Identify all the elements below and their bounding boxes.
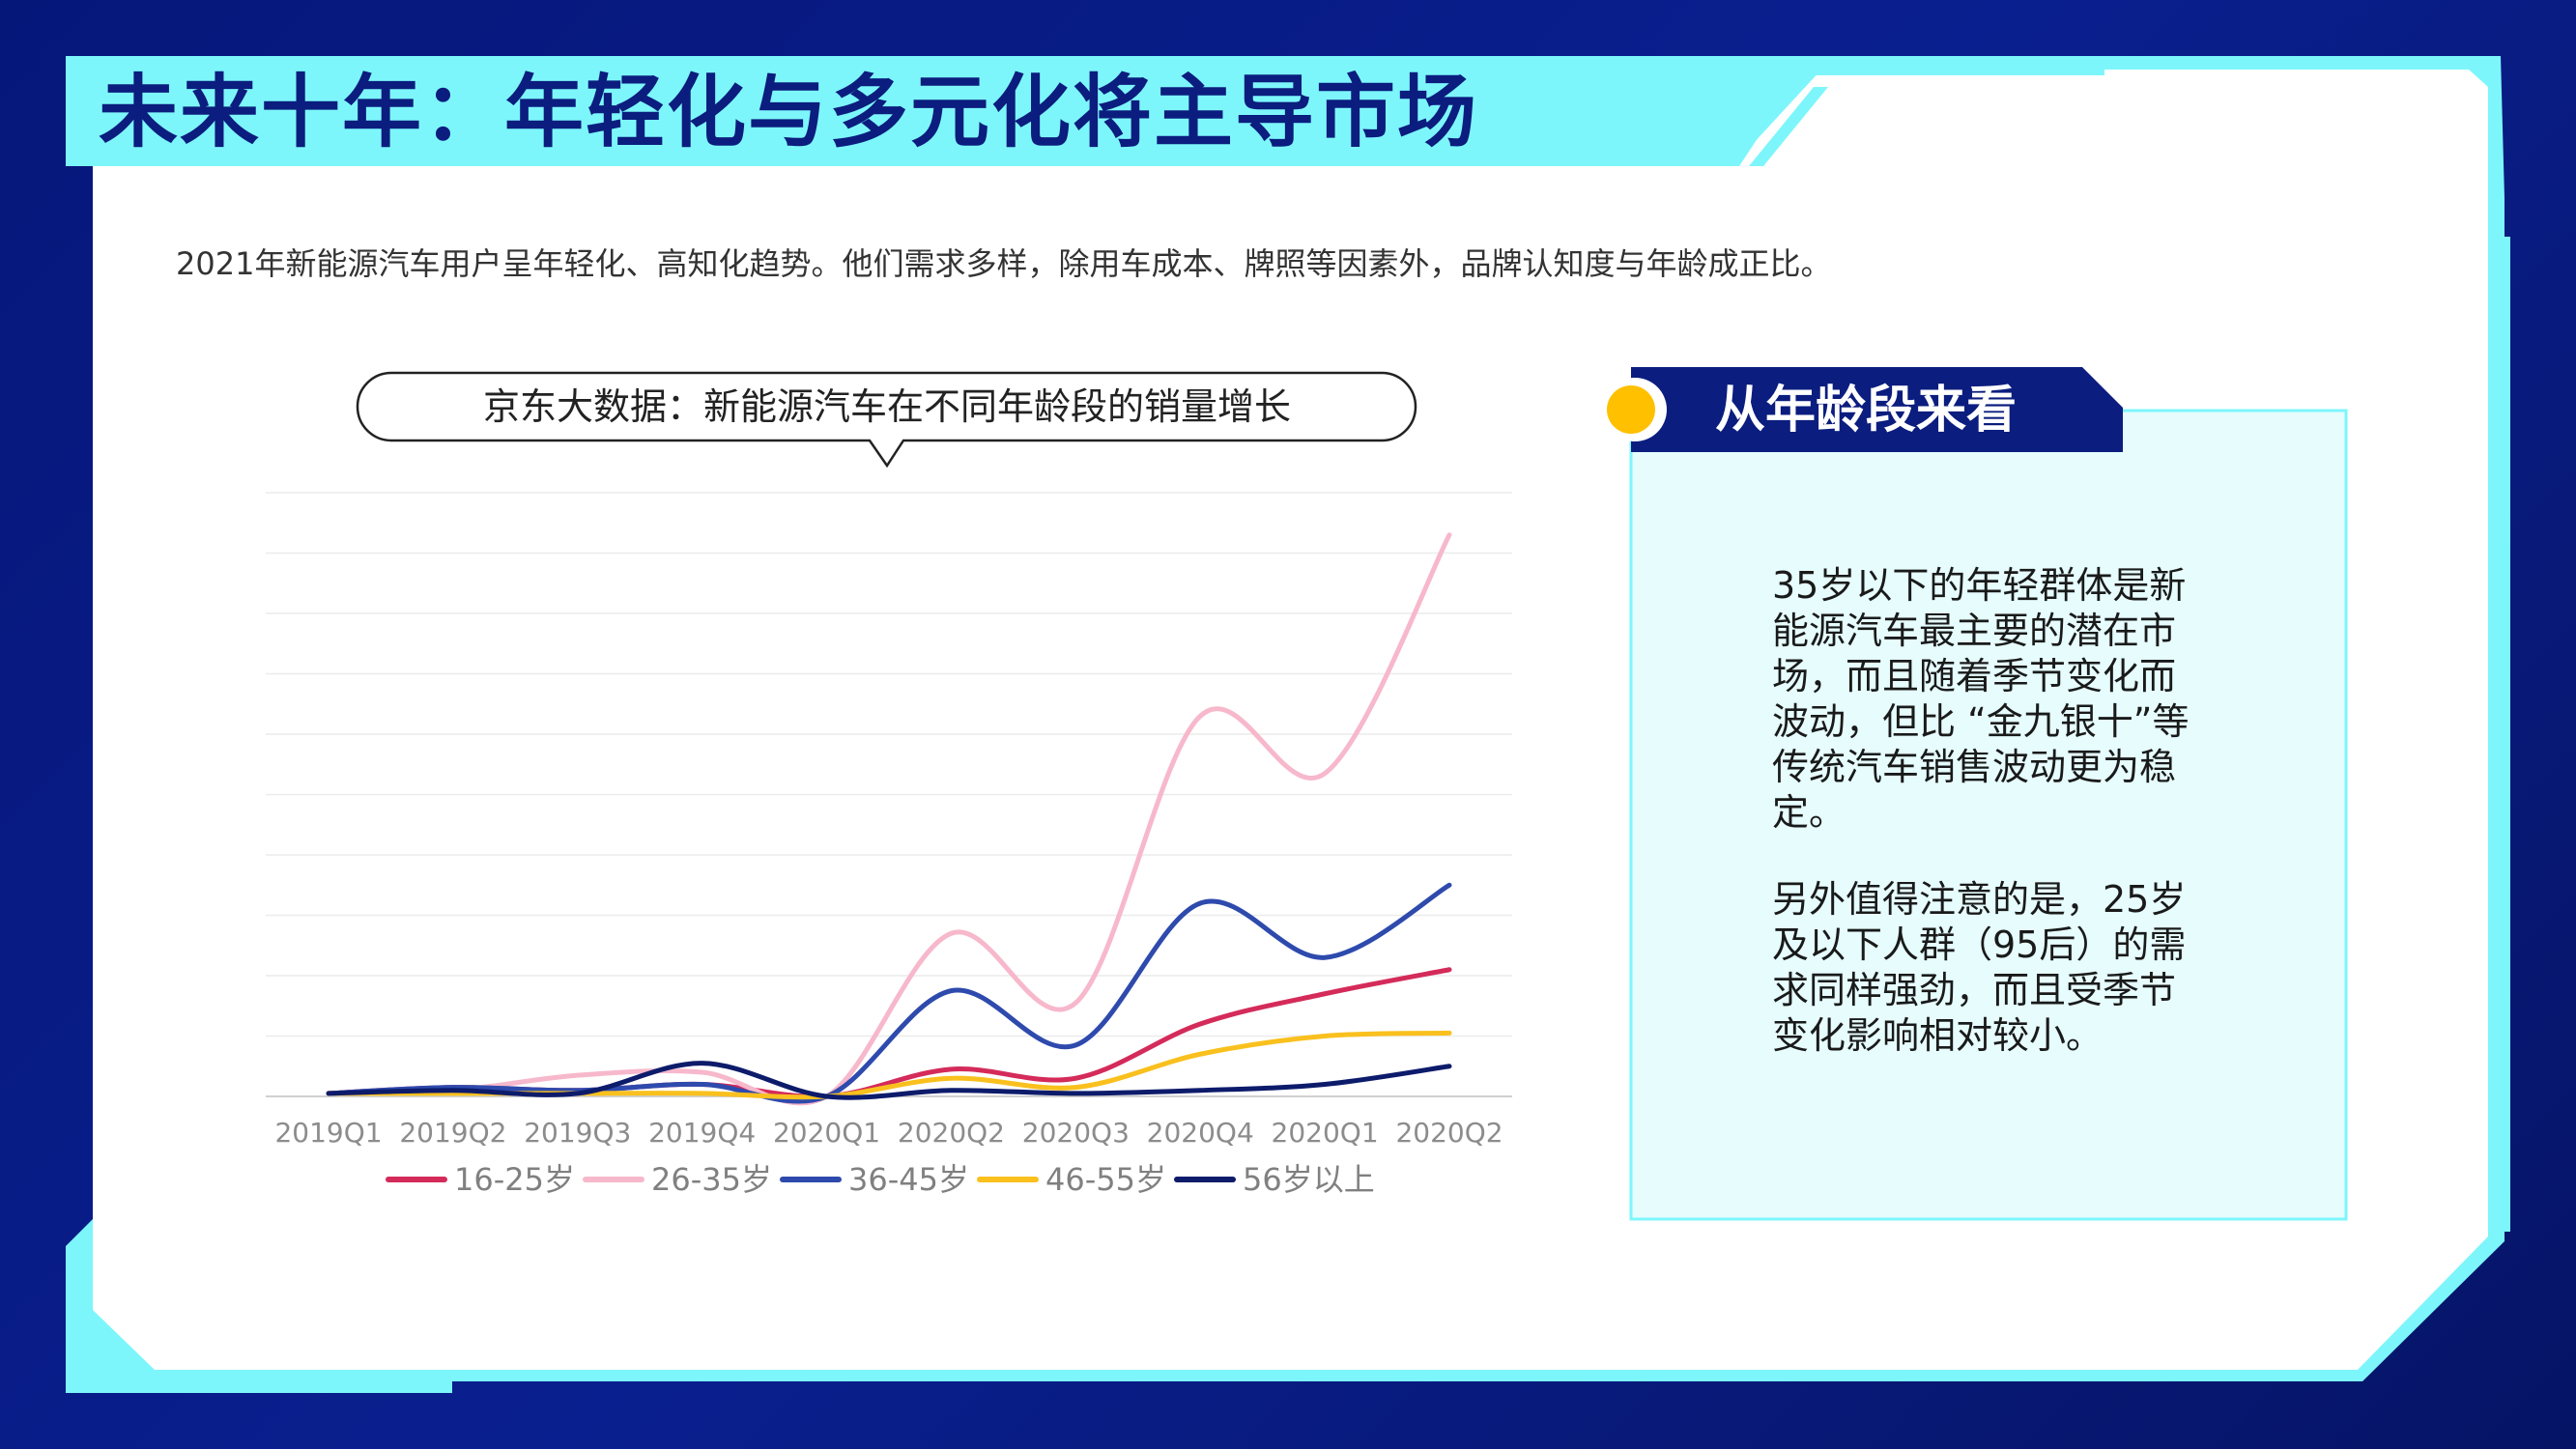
x-tick-label: 2020Q2 <box>898 1117 1005 1149</box>
series-line-2 <box>326 882 1452 1104</box>
side-panel-heading: 从年龄段来看 <box>1715 382 2018 440</box>
legend-label-1: 26-35岁 <box>651 1161 772 1198</box>
x-tick-label: 2020Q2 <box>1395 1117 1503 1149</box>
x-tick-label: 2019Q2 <box>399 1117 506 1149</box>
x-tick-label: 2020Q3 <box>1022 1117 1130 1149</box>
frame-top-right <box>1730 70 2488 169</box>
chart-x-ticks: 2019Q1 2019Q2 2019Q3 2019Q4 2020Q1 2020Q2 2020… <box>274 1117 1503 1149</box>
legend-label-4: 56岁以上 <box>1243 1161 1375 1198</box>
page-subtitle: 2021年新能源汽车用户呈年轻化、高知化趋势。他们需求多样，除用车成本、牌照等因… <box>176 245 1832 282</box>
title-bar <box>66 56 2104 166</box>
chart-grid <box>266 492 1512 1097</box>
x-tick-label: 2020Q1 <box>1272 1117 1379 1149</box>
frame-bottom-accent <box>66 1370 452 1393</box>
chart-lines <box>326 532 1452 1106</box>
side-panel-paragraph-1: 35岁以下的年轻群体是新能源汽车最主要的潜在市场，而且随着季节变化而波动，但比 … <box>1772 564 2190 834</box>
side-panel-bullet <box>1607 385 1655 434</box>
legend-label-0: 16-25岁 <box>454 1161 575 1198</box>
legend-label-3: 46-55岁 <box>1045 1161 1166 1198</box>
series-line-1 <box>326 532 1452 1106</box>
legend-label-2: 36-45岁 <box>848 1161 969 1198</box>
title-stripe-2 <box>1749 87 1828 166</box>
chart-legend: 16-25岁 26-35岁 36-45岁 46-55岁 56岁以上 <box>386 1161 1375 1198</box>
series-line-4 <box>326 1061 1452 1100</box>
page-title: 未来十年：年轻化与多元化将主导市场 <box>99 67 1479 158</box>
title-stripe-1 <box>1718 87 1797 166</box>
series-line-0 <box>326 967 1452 1099</box>
x-tick-label: 2019Q4 <box>648 1117 756 1149</box>
x-tick-label: 2019Q3 <box>524 1117 631 1149</box>
chart-title-bubble <box>356 371 1417 469</box>
chart-title: 京东大数据：新能源汽车在不同年龄段的销量增长 <box>482 385 1291 428</box>
side-panel-paragraph-2: 另外值得注意的是，25岁及以下人群（95后）的需求同样强劲，而且受季节变化影响相… <box>1772 878 2187 1057</box>
x-tick-label: 2019Q1 <box>274 1117 382 1149</box>
x-tick-label: 2020Q4 <box>1147 1117 1254 1149</box>
frame-right-accent <box>2491 237 2510 1232</box>
x-tick-label: 2020Q1 <box>773 1117 880 1149</box>
side-panel-box <box>1629 409 2348 1221</box>
side-panel-header <box>1631 367 2123 452</box>
